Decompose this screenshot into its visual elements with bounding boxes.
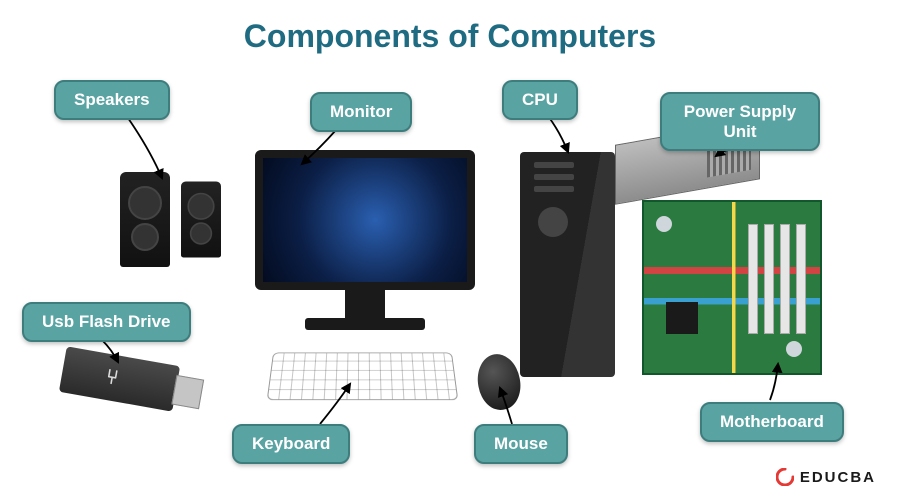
label-speakers: Speakers xyxy=(54,80,170,120)
label-monitor: Monitor xyxy=(310,92,412,132)
label-motherboard: Motherboard xyxy=(700,402,844,442)
label-usb: Usb Flash Drive xyxy=(22,302,191,342)
brand-icon xyxy=(776,468,794,486)
monitor-graphic xyxy=(255,150,475,330)
keyboard-graphic xyxy=(270,348,455,403)
motherboard-graphic xyxy=(642,200,822,375)
usb-graphic: ⑂ xyxy=(62,356,177,402)
label-psu: Power Supply Unit xyxy=(660,92,820,151)
page-title: Components of Computers xyxy=(244,18,656,55)
tower-graphic xyxy=(520,152,615,377)
label-cpu: CPU xyxy=(502,80,578,120)
mouse-graphic xyxy=(478,354,520,410)
brand-text: EDUCBA xyxy=(800,469,876,486)
label-keyboard: Keyboard xyxy=(232,424,350,464)
speakers-graphic xyxy=(120,172,226,272)
brand-logo: EDUCBA xyxy=(776,468,876,486)
label-mouse: Mouse xyxy=(474,424,568,464)
